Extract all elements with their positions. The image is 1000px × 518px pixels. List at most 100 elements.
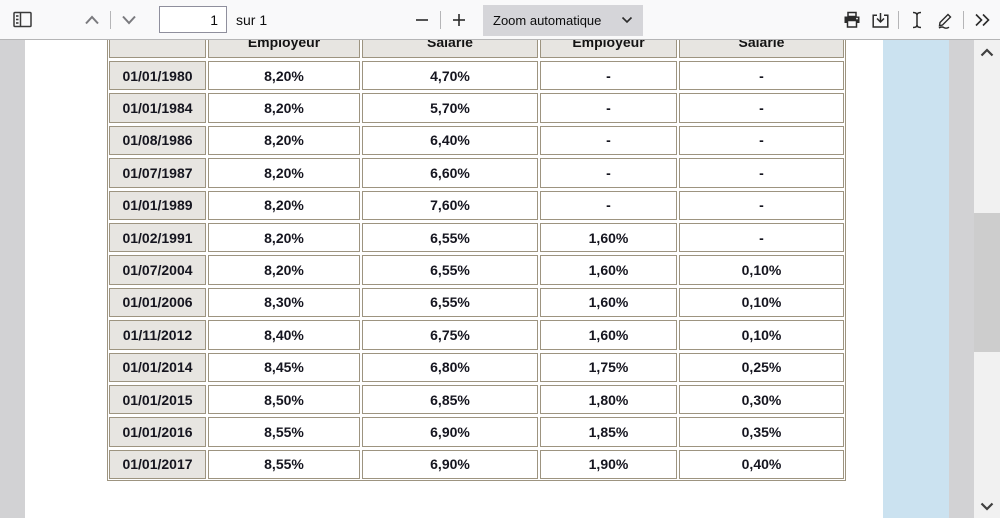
table-cell-value: 1,85%: [540, 417, 677, 447]
table-cell-date: 01/01/2016: [109, 417, 206, 447]
table-cell-date: 01/01/1989: [109, 190, 206, 220]
table-cell-value: -: [540, 93, 677, 123]
plus-icon: [452, 13, 466, 27]
table-cell-value: 5,70%: [362, 93, 538, 123]
text-selection-tool-button[interactable]: [903, 6, 931, 34]
previous-page-button[interactable]: [78, 6, 106, 34]
table-cell-value: 8,20%: [208, 255, 360, 285]
table-cell-value: 6,55%: [362, 255, 538, 285]
table-header-cell: Salarié: [679, 40, 844, 58]
table-cell-date: 01/01/2006: [109, 287, 206, 318]
table-cell-value: 8,55%: [208, 449, 360, 480]
page-count-label: sur 1: [236, 11, 268, 28]
table-cell-value: 8,55%: [208, 417, 360, 447]
zoom-controls-group: Zoom automatique: [408, 0, 643, 40]
table-cell-date: 01/01/1984: [109, 93, 206, 123]
page-navigation-group: sur 1: [78, 6, 267, 34]
zoom-in-button[interactable]: [445, 6, 473, 34]
draw-tool-button[interactable]: [931, 6, 959, 34]
table-cell-value: 6,55%: [362, 287, 538, 318]
table-cell-value: 8,20%: [208, 158, 360, 188]
table-cell-value: 6,80%: [362, 352, 538, 382]
table-body: 01/01/1980 8,20% 4,70% - -01/01/1984 8,20% 5,7…: [109, 61, 844, 480]
table-cell-value: -: [540, 125, 677, 156]
download-icon: [871, 12, 890, 29]
table-row: 01/02/1991 8,20% 6,55% 1,60% -: [109, 222, 844, 253]
table-cell-value: 8,20%: [208, 93, 360, 123]
table-cell-value: -: [540, 61, 677, 91]
toolbar-separator: [440, 11, 441, 29]
table-cell-value: 8,20%: [208, 190, 360, 220]
next-page-button[interactable]: [115, 6, 143, 34]
table-cell-date: 01/01/2014: [109, 352, 206, 382]
table-row: 01/11/2012 8,40% 6,75% 1,60% 0,10%: [109, 320, 844, 350]
table-cell-value: 0,30%: [679, 384, 844, 415]
chevron-up-icon: [84, 15, 100, 25]
table-header-cell: Employeur: [540, 40, 677, 58]
chevron-down-icon: [980, 502, 994, 511]
table-cell-value: 6,75%: [362, 320, 538, 350]
chevron-down-icon: [621, 16, 633, 24]
toolbar-separator: [898, 11, 899, 29]
page-number-input[interactable]: [159, 6, 227, 33]
chevron-up-icon: [980, 47, 994, 57]
table-cell-date: 01/07/2004: [109, 255, 206, 285]
table-row: 01/01/1984 8,20% 5,70% - -: [109, 93, 844, 123]
chevron-down-icon: [121, 15, 137, 25]
sidebar-toggle-button[interactable]: [8, 6, 36, 34]
table-cell-value: 6,85%: [362, 384, 538, 415]
double-chevron-icon: [974, 13, 991, 27]
table-cell-date: 01/01/2017: [109, 449, 206, 480]
table-cell-value: -: [540, 158, 677, 188]
table-cell-value: 8,20%: [208, 61, 360, 91]
table-row: 01/01/2015 8,50% 6,85% 1,80% 0,30%: [109, 384, 844, 415]
table-cell-value: 0,10%: [679, 255, 844, 285]
table-cell-value: 8,20%: [208, 125, 360, 156]
download-button[interactable]: [866, 6, 894, 34]
more-tools-button[interactable]: [968, 6, 996, 34]
vertical-scrollbar[interactable]: [974, 40, 1000, 518]
table-cell-date: 01/01/1980: [109, 61, 206, 91]
table-cell-date: 01/07/1987: [109, 158, 206, 188]
table-cell-value: 4,70%: [362, 61, 538, 91]
table-header-cell: Salarié: [362, 40, 538, 58]
zoom-select-value: Zoom automatique: [493, 12, 602, 28]
table-cell-date: 01/01/2015: [109, 384, 206, 415]
table-cell-value: -: [679, 158, 844, 188]
zoom-level-select[interactable]: Zoom automatique: [483, 4, 643, 36]
scrollbar-thumb[interactable]: [974, 213, 1000, 352]
text-cursor-icon: [910, 11, 924, 29]
table-row: 01/01/2006 8,30% 6,55% 1,60% 0,10%: [109, 287, 844, 318]
scroll-up-button[interactable]: [974, 42, 1000, 62]
table-cell-value: 8,45%: [208, 352, 360, 382]
table-cell-value: 7,60%: [362, 190, 538, 220]
table-cell-value: -: [540, 190, 677, 220]
print-button[interactable]: [838, 6, 866, 34]
table-cell-value: 8,30%: [208, 287, 360, 318]
table-cell-value: 0,40%: [679, 449, 844, 480]
table-cell-value: 8,40%: [208, 320, 360, 350]
table-row: 01/01/2016 8,55% 6,90% 1,85% 0,35%: [109, 417, 844, 447]
table-row: 01/08/1986 8,20% 6,40% - -: [109, 125, 844, 156]
table-cell-date: 01/08/1986: [109, 125, 206, 156]
table-cell-value: 0,35%: [679, 417, 844, 447]
table-cell-value: 1,60%: [540, 320, 677, 350]
toolbar-separator: [963, 11, 964, 29]
table-row: 01/01/2017 8,55% 6,90% 1,90% 0,40%: [109, 449, 844, 480]
table-cell-value: 0,10%: [679, 287, 844, 318]
table-cell-value: 6,55%: [362, 222, 538, 253]
table-header-row: Employeur Salarié Employeur Salarié: [109, 40, 844, 58]
table-row: 01/01/2014 8,45% 6,80% 1,75% 0,25%: [109, 352, 844, 382]
table-cell-value: 1,80%: [540, 384, 677, 415]
zoom-out-button[interactable]: [408, 6, 436, 34]
printer-icon: [843, 11, 861, 29]
table-row: 01/01/1980 8,20% 4,70% - -: [109, 61, 844, 91]
table-cell-value: -: [679, 222, 844, 253]
table-header-empty: [109, 40, 206, 58]
scroll-down-button[interactable]: [974, 496, 1000, 516]
table-cell-value: 1,60%: [540, 222, 677, 253]
sidebar-toggle-icon: [12, 11, 32, 28]
table-row: 01/01/1989 8,20% 7,60% - -: [109, 190, 844, 220]
table-cell-value: 1,90%: [540, 449, 677, 480]
table-cell-value: 6,90%: [362, 449, 538, 480]
